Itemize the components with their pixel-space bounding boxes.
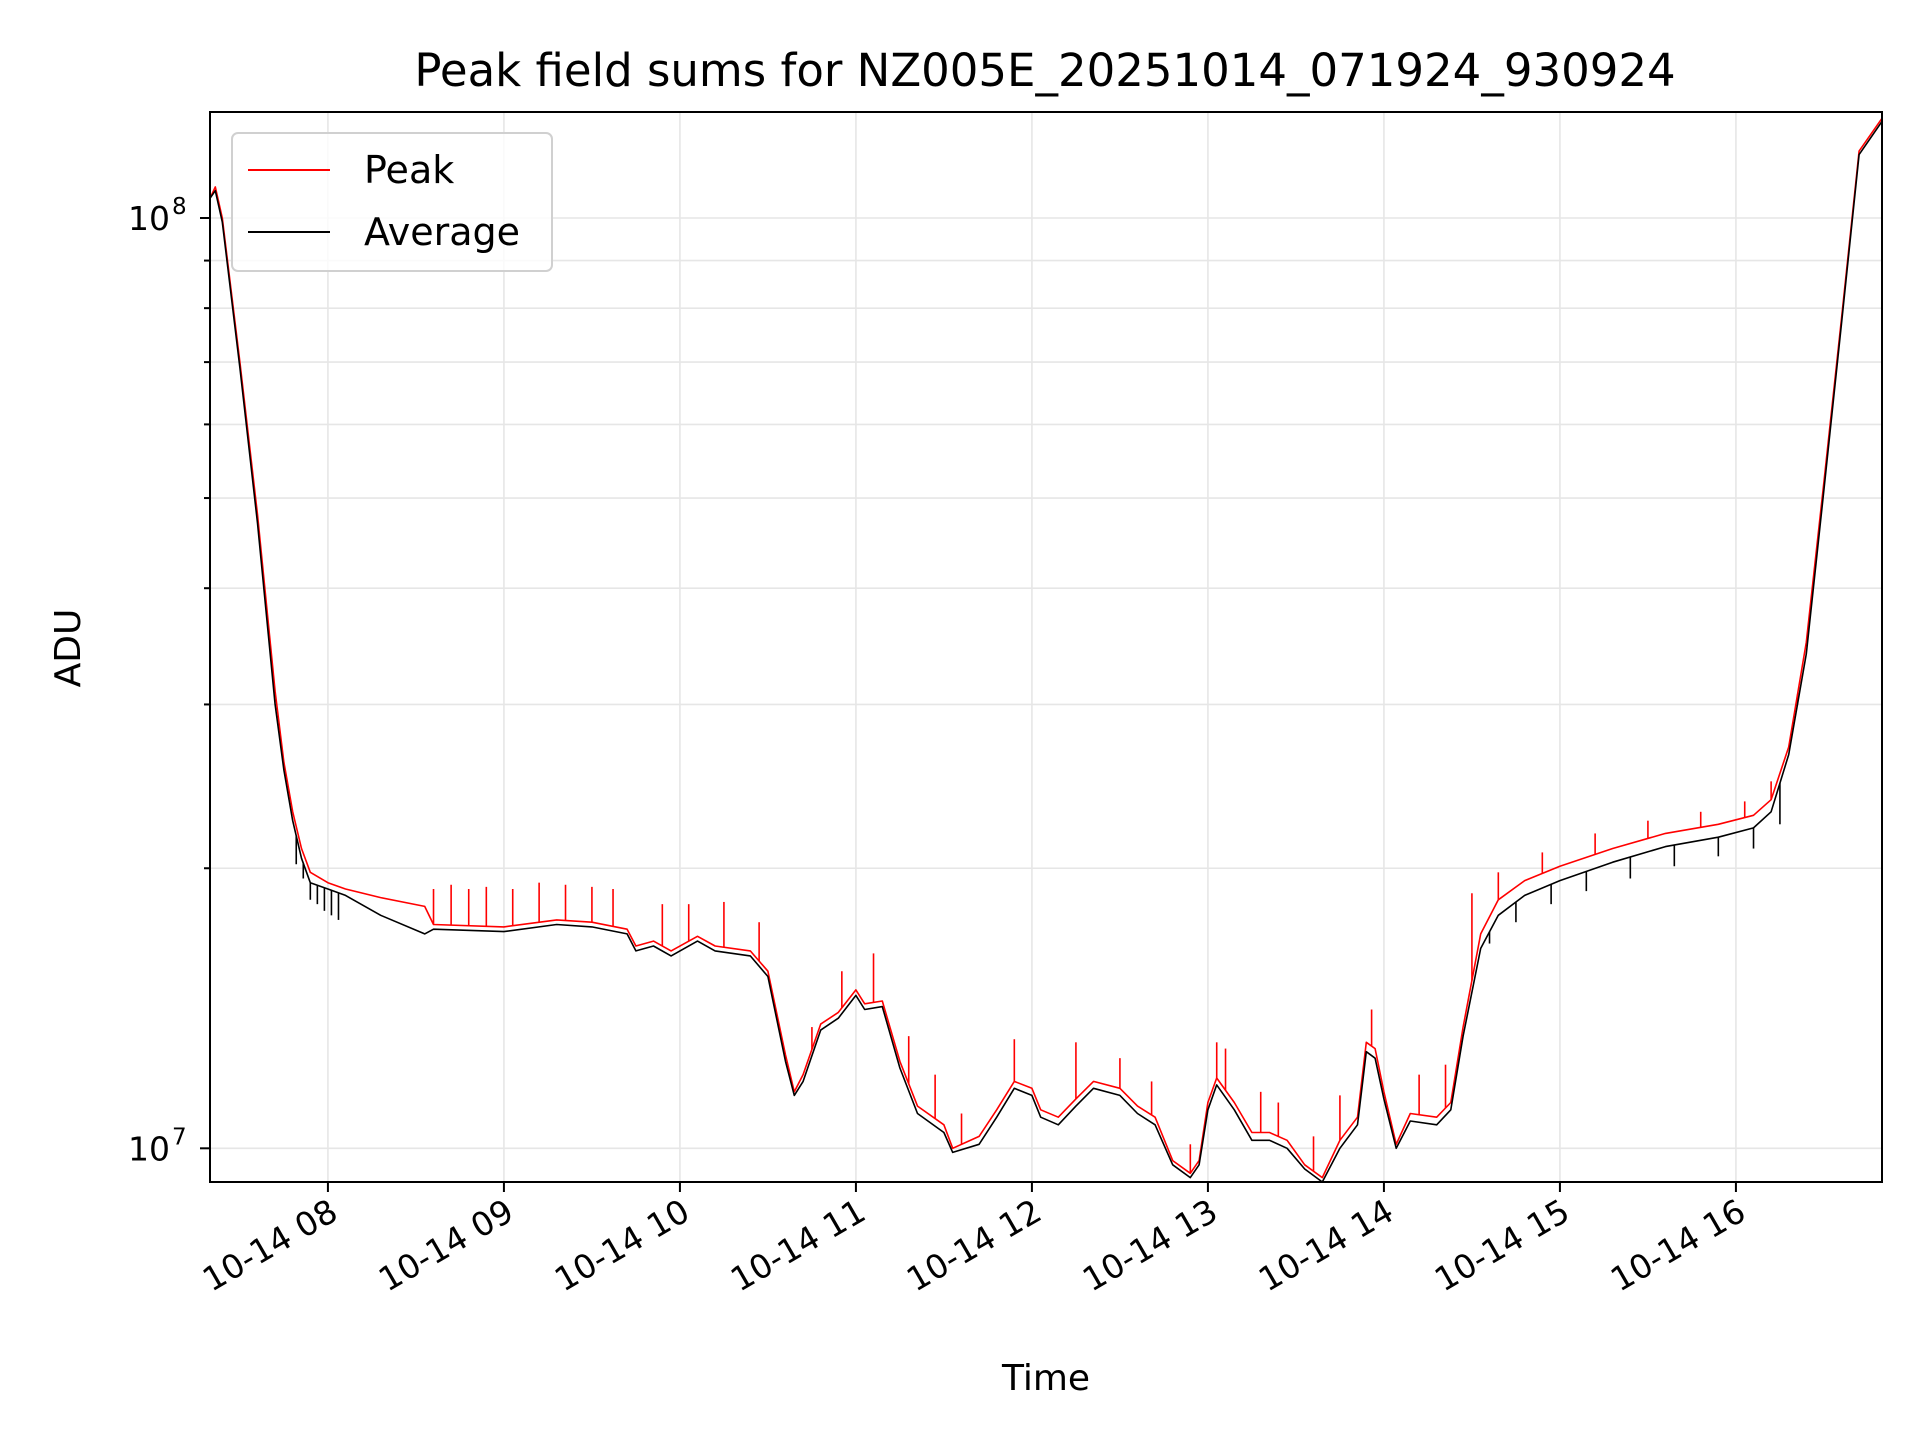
peak-spikes [432, 694, 1799, 1174]
legend-box [231, 132, 553, 272]
series-layer [209, 117, 1883, 1183]
y-tick-exponent: 7 [172, 1124, 187, 1150]
y-tick-exponent: 8 [172, 194, 187, 220]
series-line-average [209, 120, 1883, 1183]
y-tick-label: 10 [128, 199, 170, 238]
legend-average-label: Average [364, 210, 520, 254]
plot-area-frame [209, 111, 1883, 1183]
legend: Peak Average [231, 132, 553, 272]
chart-title: Peak field sums for NZ005E_20251014_0719… [414, 44, 1675, 97]
x-axis-label: Time [1001, 1358, 1090, 1399]
average-dips [295, 783, 1781, 944]
grid [210, 112, 1882, 1182]
y-axis-label: ADU [48, 609, 89, 688]
y-tick-label: 10 [128, 1129, 170, 1168]
legend-peak-label: Peak [364, 148, 454, 192]
